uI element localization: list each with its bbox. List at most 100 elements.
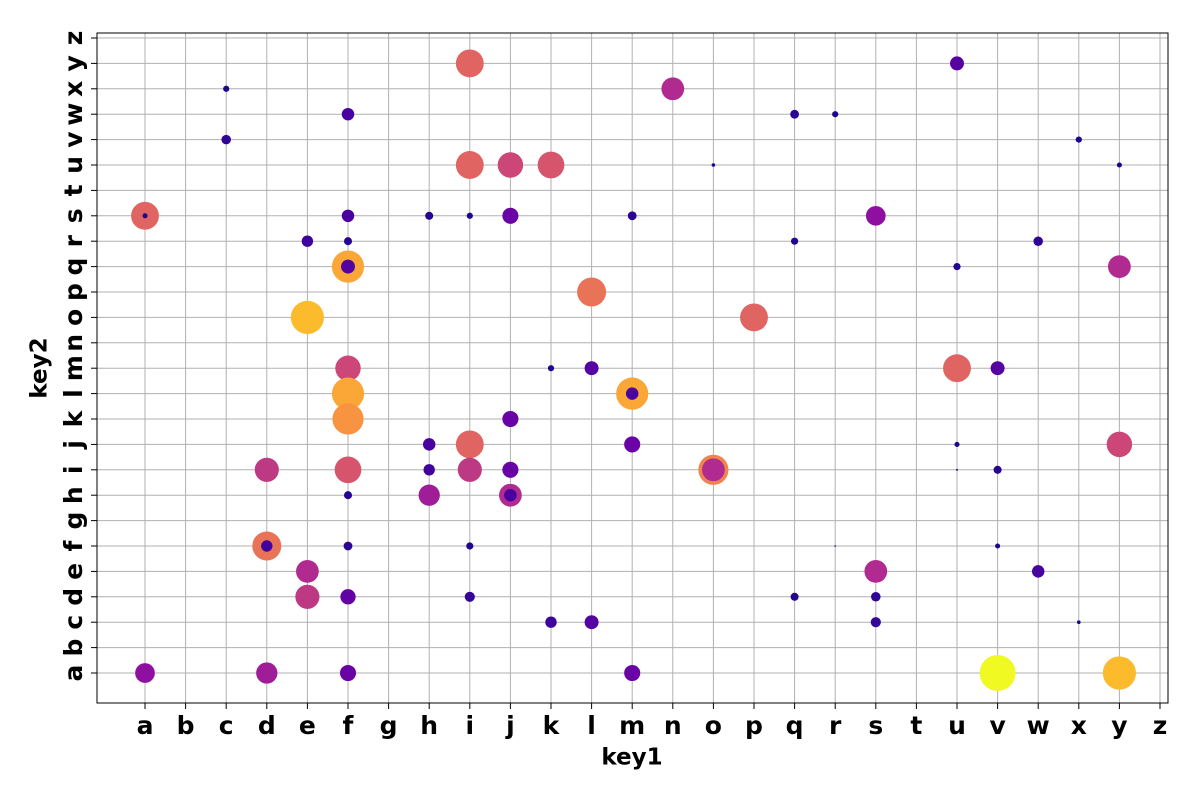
bubble xyxy=(1106,431,1133,458)
x-tick-label: l xyxy=(587,711,596,740)
bubble xyxy=(661,77,685,101)
bubble xyxy=(834,545,837,547)
y-tick-label: a xyxy=(59,665,88,682)
x-axis-label: key1 xyxy=(601,745,662,771)
bubble xyxy=(466,542,474,550)
bubble xyxy=(504,488,517,502)
bubble xyxy=(343,541,353,551)
x-tick-label: r xyxy=(829,711,842,740)
y-tick-label: o xyxy=(59,309,88,326)
bubble xyxy=(343,491,353,500)
x-tick-label: i xyxy=(466,711,475,740)
y-tick-label: m xyxy=(59,355,88,381)
bubble xyxy=(135,663,155,683)
bubble xyxy=(871,592,881,602)
y-tick-label: l xyxy=(59,389,88,398)
bubble xyxy=(295,584,320,609)
y-tick-label: k xyxy=(59,409,88,427)
bubble xyxy=(547,365,555,372)
bubble xyxy=(865,205,886,226)
bubble xyxy=(256,662,278,684)
bubble xyxy=(341,209,355,223)
x-tick-label: v xyxy=(989,711,1005,740)
bubble xyxy=(343,237,353,246)
bubble xyxy=(425,211,434,220)
bubble xyxy=(332,403,364,435)
bubble xyxy=(455,49,484,78)
bubble xyxy=(301,235,314,247)
bubble xyxy=(993,465,1002,474)
bubble xyxy=(423,464,435,476)
bubble xyxy=(943,354,971,383)
y-tick-label: g xyxy=(59,512,88,530)
y-tick-label: t xyxy=(59,184,88,196)
bubble xyxy=(1102,656,1136,690)
y-tick-label: p xyxy=(59,283,88,301)
bubble xyxy=(422,438,436,451)
x-tick-label: e xyxy=(299,711,316,740)
bubble xyxy=(418,484,440,506)
y-axis-label: key2 xyxy=(27,337,53,398)
bubble xyxy=(625,387,639,400)
x-tick-label: g xyxy=(380,711,398,740)
bubble xyxy=(457,457,482,482)
y-tick-label: f xyxy=(59,539,88,551)
bubble xyxy=(711,163,716,167)
y-tick-label: u xyxy=(59,156,88,174)
x-tick-label: y xyxy=(1111,711,1127,740)
y-tick-label: y xyxy=(59,55,88,71)
x-tick-label: c xyxy=(219,711,234,740)
bubble xyxy=(979,655,1016,691)
x-tick-label: n xyxy=(664,711,682,740)
bubble xyxy=(953,263,961,271)
plot-frame xyxy=(96,32,1169,704)
x-tick-label: m xyxy=(619,711,645,740)
bubble xyxy=(339,664,357,682)
bubble xyxy=(142,213,148,219)
x-tick-label: x xyxy=(1071,711,1087,740)
y-tick-label: d xyxy=(59,588,88,606)
y-tick-label: z xyxy=(59,31,88,46)
bubble xyxy=(466,212,473,219)
bubble xyxy=(627,211,637,221)
bubble xyxy=(702,458,725,482)
bubble xyxy=(545,616,557,628)
bubble xyxy=(296,560,319,583)
bubble xyxy=(1031,565,1045,578)
y-tick-label: c xyxy=(59,615,88,630)
x-tick-label: w xyxy=(1027,711,1050,740)
bubble xyxy=(584,361,599,376)
y-tick-label: j xyxy=(59,440,88,450)
y-tick-label: q xyxy=(59,258,88,276)
bubble xyxy=(624,664,641,682)
bubble xyxy=(223,85,230,92)
x-tick-label: s xyxy=(868,711,883,740)
bubble xyxy=(832,111,839,118)
bubble xyxy=(954,441,960,447)
bubble xyxy=(790,592,799,601)
bubble xyxy=(502,461,519,478)
y-tick-label: i xyxy=(59,466,88,475)
bubble xyxy=(502,207,519,224)
bubble xyxy=(864,560,888,583)
y-tick-label: e xyxy=(59,563,88,580)
bubble xyxy=(791,237,799,245)
bubble xyxy=(790,109,800,119)
bubble xyxy=(624,436,641,453)
bubble xyxy=(331,377,365,410)
x-tick-label: t xyxy=(910,711,922,740)
bubble xyxy=(254,457,279,482)
bubble xyxy=(1075,136,1082,143)
x-tick-label: f xyxy=(343,711,355,740)
bubble xyxy=(1077,620,1081,624)
bubble xyxy=(740,303,768,332)
x-tick-label: o xyxy=(705,711,722,740)
bubble xyxy=(577,277,607,307)
bubble xyxy=(335,355,361,381)
bubble xyxy=(584,615,599,630)
bubble xyxy=(290,300,324,334)
y-tick-label: b xyxy=(59,639,88,657)
y-tick-label: h xyxy=(59,486,88,504)
bubble xyxy=(990,361,1005,376)
